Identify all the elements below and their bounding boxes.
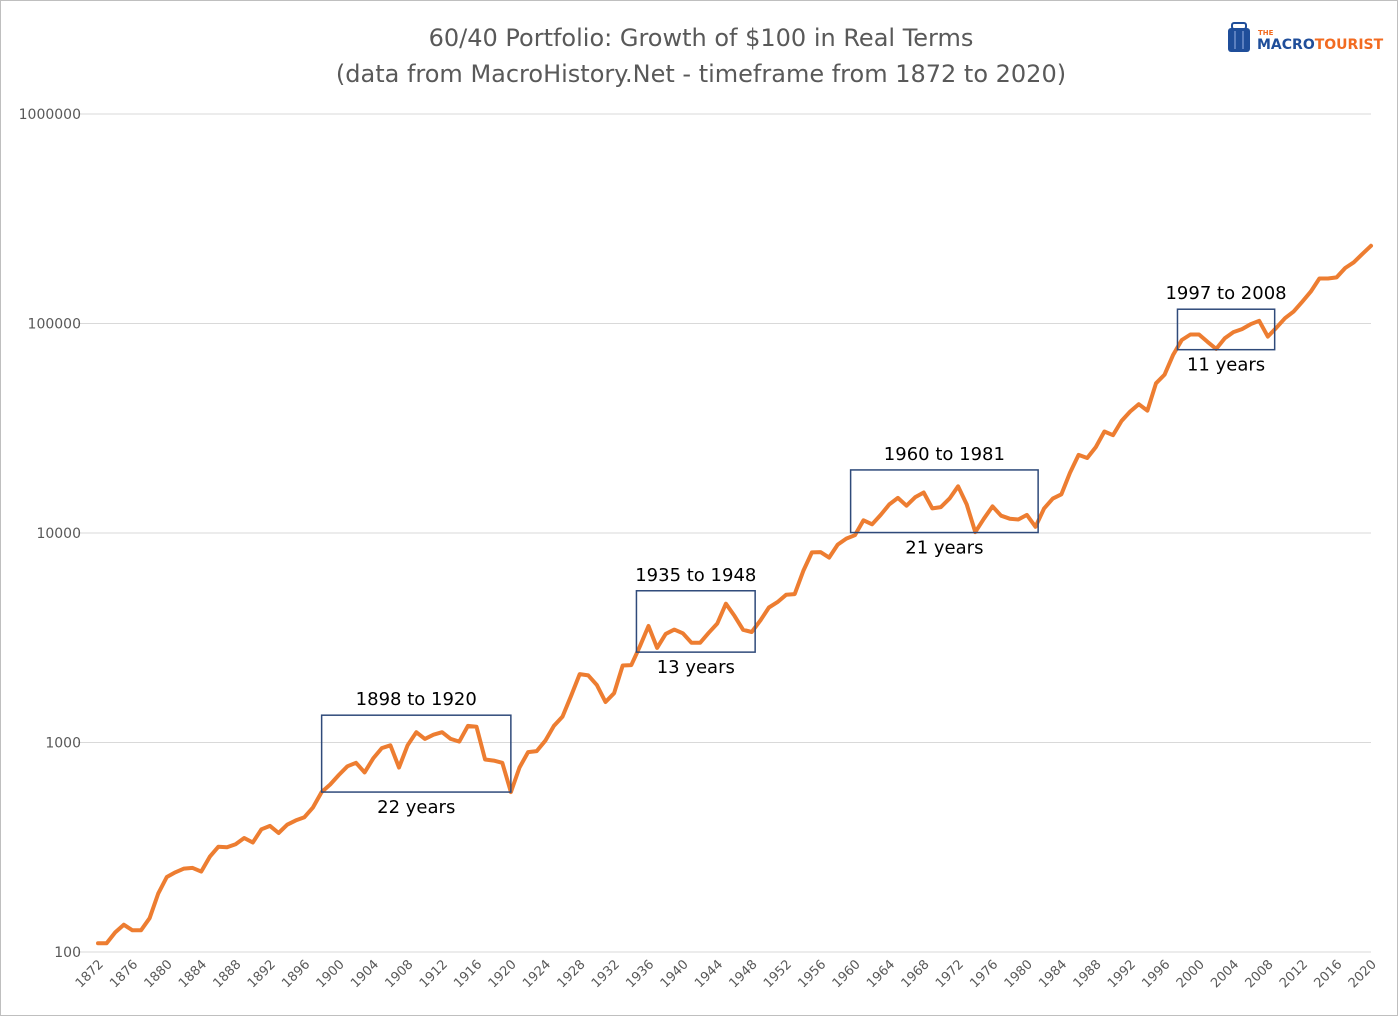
annotation-duration: 13 years <box>657 657 735 678</box>
x-tick-label: 1940 <box>658 957 692 991</box>
y-tick-label: 1000 <box>45 736 81 752</box>
x-tick-label: 2008 <box>1243 957 1277 991</box>
x-tick-label: 1988 <box>1071 957 1105 991</box>
y-tick-label: 100 <box>54 945 81 961</box>
x-tick-label: 1884 <box>176 957 210 991</box>
x-tick-label: 1912 <box>417 957 451 991</box>
x-tick-label: 1984 <box>1036 957 1070 991</box>
y-tick-label: 1000000 <box>19 107 81 123</box>
x-tick-label: 1960 <box>830 957 864 991</box>
x-tick-label: 1872 <box>73 957 107 991</box>
series-line <box>96 243 1373 946</box>
x-tick-label: 1900 <box>314 957 348 991</box>
gridlines <box>78 113 1371 953</box>
chart-subtitle: (data from MacroHistory.Net - timeframe … <box>336 60 1066 88</box>
annotation-layer: 1898 to 1920 22 years 1935 to 1948 13 years… <box>320 283 1287 818</box>
annotation-box <box>635 590 756 653</box>
x-tick-label: 2004 <box>1208 957 1242 991</box>
x-tick-label: 1920 <box>486 957 520 991</box>
y-tick-label: 10000 <box>36 526 81 542</box>
annotation-period: 1898 to 1920 <box>356 689 477 710</box>
x-tick-label: 2016 <box>1311 957 1345 991</box>
annotation-duration: 11 years <box>1187 355 1265 376</box>
logo-macro: MACRO <box>1257 37 1315 53</box>
annotation-duration: 22 years <box>377 797 455 818</box>
x-tick-label: 1944 <box>692 957 726 991</box>
x-tick-label: 1996 <box>1139 957 1173 991</box>
y-axis-ticks: 100 1000 10000 100000 1000000 <box>19 107 81 961</box>
x-tick-label: 2012 <box>1277 957 1311 991</box>
x-tick-label: 1932 <box>589 957 623 991</box>
x-tick-label: 1936 <box>623 957 657 991</box>
x-tick-label: 1964 <box>864 957 898 991</box>
annotation-box <box>849 469 1039 534</box>
annotation-box <box>320 714 512 793</box>
suitcase-icon <box>1228 22 1250 52</box>
logo-the: THE <box>1258 29 1274 37</box>
chart-title: 60/40 Portfolio: Growth of $100 in Real … <box>429 24 974 52</box>
annotation-period: 1935 to 1948 <box>635 565 756 586</box>
x-tick-label: 1880 <box>142 957 176 991</box>
x-tick-label: 2000 <box>1174 957 1208 991</box>
x-tick-label: 1904 <box>348 957 382 991</box>
x-tick-label: 1876 <box>107 957 141 991</box>
macrotourist-logo: THE MACROTOURIST <box>1228 22 1384 53</box>
x-tick-label: 1924 <box>520 957 554 991</box>
annotation-box <box>1176 308 1276 351</box>
x-tick-label: 1908 <box>382 957 416 991</box>
x-tick-label: 2020 <box>1346 957 1380 991</box>
x-tick-label: 1968 <box>899 957 933 991</box>
series-layer <box>96 243 1373 946</box>
logo-tourist: TOURIST <box>1315 37 1384 53</box>
x-tick-label: 1992 <box>1105 957 1139 991</box>
annotation-period: 1997 to 2008 <box>1165 283 1286 304</box>
annotation-duration: 21 years <box>905 538 983 559</box>
x-tick-label: 1956 <box>795 957 829 991</box>
x-tick-label: 1948 <box>727 957 761 991</box>
x-tick-label: 1928 <box>554 957 588 991</box>
x-tick-label: 1972 <box>933 957 967 991</box>
x-tick-label: 1952 <box>761 957 795 991</box>
x-tick-label: 1888 <box>210 957 244 991</box>
annotation-period: 1960 to 1981 <box>884 444 1005 465</box>
x-axis-ticks: 1872 1876 1880 1884 1888 1892 1896 1900 1904 1908… <box>73 957 1380 991</box>
x-tick-label: 1892 <box>245 957 279 991</box>
x-tick-label: 1896 <box>279 957 313 991</box>
y-tick-label: 100000 <box>28 317 81 333</box>
x-tick-label: 1916 <box>451 957 485 991</box>
logo-wordmark: MACROTOURIST <box>1257 37 1384 53</box>
x-tick-label: 1976 <box>967 957 1001 991</box>
x-tick-label: 1980 <box>1002 957 1036 991</box>
